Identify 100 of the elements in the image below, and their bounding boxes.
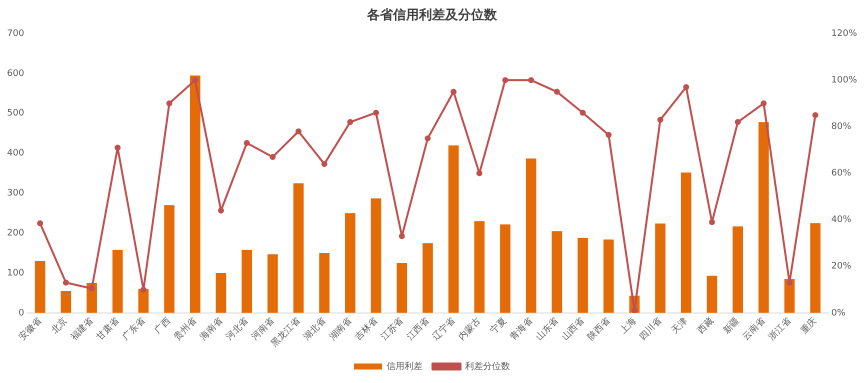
point — [62, 280, 69, 286]
point — [760, 100, 767, 106]
bar — [60, 290, 72, 313]
bar — [526, 158, 536, 313]
point — [528, 77, 534, 84]
x-tick-label: 新疆 — [721, 316, 742, 336]
y2-tick-label: 100% — [831, 75, 858, 86]
bar — [810, 223, 821, 313]
bar — [552, 231, 562, 313]
y-tick-label: 500 — [6, 108, 24, 119]
x-tick-label: 浙江省 — [766, 316, 794, 343]
point — [734, 119, 741, 126]
x-tick-label: 江苏省 — [378, 316, 406, 343]
point — [450, 88, 457, 95]
bar — [474, 221, 485, 313]
bar — [500, 224, 510, 313]
point — [657, 116, 664, 123]
bar — [216, 273, 226, 313]
x-tick-label: 广东省 — [120, 316, 148, 343]
x-tick-label: 福建省 — [68, 316, 96, 343]
x-tick-label: 吉林省 — [352, 316, 380, 343]
x-tick-label: 北京 — [49, 316, 70, 336]
y-tick-label: 400 — [6, 148, 24, 159]
point — [631, 308, 638, 313]
y2-tick-label: 0% — [831, 308, 846, 318]
bar — [164, 205, 174, 313]
y-tick-label: 600 — [6, 68, 24, 79]
point — [88, 285, 95, 292]
x-tick-label: 宁夏 — [488, 316, 510, 336]
x-tick-label: 湖南省 — [327, 316, 354, 343]
bar — [603, 239, 614, 313]
x-tick-label: 安徽省 — [17, 316, 44, 343]
point — [296, 128, 302, 134]
x-tick-label: 上海 — [618, 316, 638, 336]
bar — [268, 254, 278, 313]
y-tick-label: 200 — [6, 228, 24, 238]
x-tick-label: 广西 — [152, 316, 174, 336]
y2-tick-label: 20% — [831, 262, 852, 272]
legend-label: 信用利差 — [386, 360, 422, 372]
x-tick-label: 内蒙古 — [456, 316, 484, 343]
legend-label: 利差分位数 — [465, 360, 510, 372]
point — [166, 100, 172, 106]
y2-tick-label: 80% — [831, 122, 852, 132]
point — [580, 110, 586, 116]
point — [114, 144, 121, 151]
x-tick-label: 四川省 — [637, 316, 664, 343]
x-tick-label: 青海省 — [508, 316, 535, 343]
bar — [706, 276, 718, 313]
y2-tick-label: 120% — [831, 28, 858, 39]
y-tick-label: 0 — [18, 308, 24, 318]
bar — [448, 145, 459, 313]
x-tick-label: 重庆 — [798, 316, 820, 336]
x-tick-label: 辽宁省 — [430, 316, 458, 343]
bar — [34, 261, 46, 313]
bar — [370, 198, 382, 313]
point — [476, 170, 482, 176]
x-tick-label: 天津 — [669, 316, 690, 336]
x-tick-label: 山西省 — [560, 316, 587, 343]
x-tick-label: 甘肃省 — [94, 316, 122, 343]
point — [683, 84, 690, 90]
bar — [732, 226, 743, 313]
point — [554, 88, 560, 95]
y-tick-label: 700 — [6, 28, 24, 39]
x-tick-label: 贵州省 — [172, 316, 199, 343]
point — [347, 119, 354, 126]
y2-tick-label: 40% — [831, 215, 852, 226]
x-tick-label: 山东省 — [534, 316, 561, 343]
bar — [422, 243, 433, 313]
bar — [190, 75, 200, 313]
x-tick-label: 湖北省 — [301, 316, 328, 343]
bar — [655, 224, 666, 313]
y2-tick-label: 60% — [831, 168, 852, 179]
point — [270, 154, 276, 160]
point — [708, 219, 715, 226]
bar — [784, 278, 795, 313]
x-tick-label: 海南省 — [198, 316, 225, 343]
point — [140, 286, 146, 293]
point — [606, 132, 612, 138]
bar — [578, 238, 588, 313]
bar — [680, 172, 692, 313]
point — [812, 112, 818, 118]
y-tick-label: 300 — [6, 188, 24, 199]
point — [786, 280, 793, 286]
point — [192, 77, 198, 84]
point — [373, 110, 380, 116]
point — [244, 140, 250, 146]
x-tick-label: 陕西省 — [586, 316, 612, 343]
bar — [758, 122, 769, 313]
point — [321, 160, 328, 167]
point — [502, 77, 508, 84]
chart-title: 各省信用利差及分位数 — [366, 7, 498, 24]
bar — [319, 253, 330, 313]
bar — [396, 263, 408, 313]
x-tick-label: 河北省 — [224, 316, 251, 343]
x-tick-label: 云南省 — [740, 316, 768, 343]
x-tick-label: 江西省 — [404, 316, 432, 343]
bar — [345, 213, 356, 313]
bar — [293, 183, 304, 313]
bar — [242, 250, 252, 313]
y-tick-label: 100 — [6, 268, 24, 278]
